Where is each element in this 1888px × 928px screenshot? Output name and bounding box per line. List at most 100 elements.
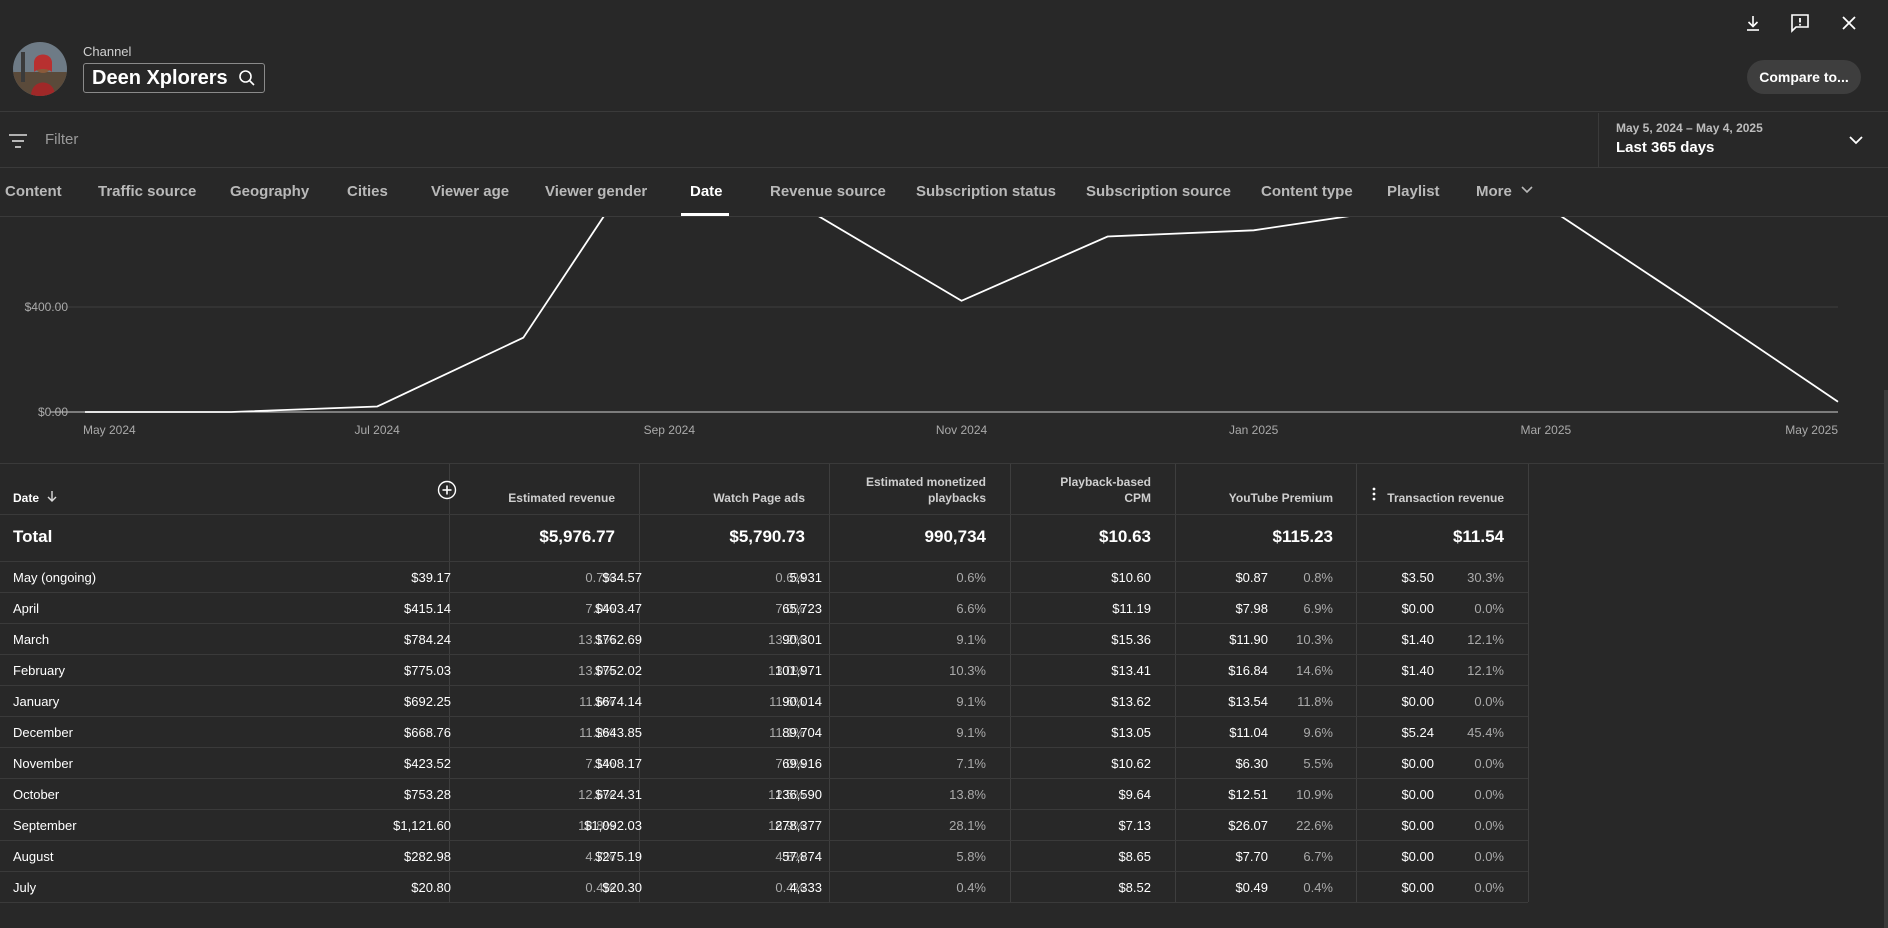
channel-avatar[interactable] [13,42,67,96]
cell-percent: 11.6% [769,694,805,709]
cell-value: 69,916 [782,756,822,771]
cell-value: $3.50 [1401,570,1434,585]
tab-subscription-status[interactable]: Subscription status [916,183,1057,200]
tab-viewer-gender[interactable]: Viewer gender [545,183,648,200]
column-header-label: Date [13,491,40,505]
more-vert-icon[interactable] [1369,486,1379,502]
tab-cities[interactable]: Cities [347,183,388,200]
row-label: July [13,880,37,895]
cell-value: $0.00 [1401,849,1434,864]
cell-value: $13.05 [1111,725,1151,740]
column-divider [449,464,450,902]
row-divider [0,592,1528,593]
column-divider [829,464,830,902]
row-divider [0,623,1528,624]
channel-name: Deen Xplorers [92,67,228,89]
cell-value: $8.52 [1118,880,1151,895]
row-divider [0,514,1528,515]
cell-value: $0.00 [1401,601,1434,616]
row-divider [0,840,1528,841]
feedback-icon[interactable] [1788,11,1812,35]
cell-value: $408.17 [595,756,642,771]
row-label: December [13,725,73,740]
cell-value: $5.24 [1401,725,1434,740]
cell-value: $20.30 [602,880,642,895]
tab-revenue-source[interactable]: Revenue source [770,183,886,200]
download-icon[interactable] [1741,11,1765,35]
cell-percent: 13.1% [578,632,615,647]
tab-viewer-age[interactable]: Viewer age [431,183,510,200]
close-icon[interactable] [1837,11,1861,35]
cell-percent: 12.5% [768,787,805,802]
filter-icon[interactable] [8,132,28,150]
row-divider [0,747,1528,748]
row-divider [0,902,1528,903]
cell-value: $6.30 [1235,756,1268,771]
cell-value: 90,014 [782,694,822,709]
cell-value: $11.90 [1229,632,1268,647]
cell-percent: 30.3% [1467,570,1504,585]
tab-traffic-source[interactable]: Traffic source [98,183,197,200]
cell-percent: 0.0% [1474,756,1504,771]
cell-value: $12.51 [1228,787,1268,802]
cell-value: $415.14 [404,601,451,616]
cell-percent: 12.6% [578,787,615,802]
row-divider [0,809,1528,810]
column-header-playback-cpm-line2: CPM [1124,491,1151,505]
column-header-youtube-premium[interactable]: YouTube Premium [1228,491,1333,505]
total-value: $5,976.77 [539,527,615,546]
cell-percent: 22.6% [1296,818,1333,833]
scrollbar[interactable] [1884,390,1888,928]
date-range-picker[interactable]: May 5, 2024 – May 4, 2025 Last 365 days [1598,113,1888,168]
cell-percent: 0.4% [956,880,986,895]
column-divider [1010,464,1011,902]
column-header-date[interactable]: Date [13,490,59,506]
cell-value: 4,333 [789,880,822,895]
row-label: May (ongoing) [13,570,97,585]
total-value: $115.23 [1272,527,1333,546]
analytics-header: Channel Deen Xplorers Compare to... [0,0,1888,112]
row-divider [0,685,1528,686]
tab-subscription-source[interactable]: Subscription source [1086,183,1232,200]
active-tab-indicator [681,213,729,216]
column-header-estimated-revenue[interactable]: Estimated revenue [508,491,615,505]
cell-percent: 4.8% [775,849,805,864]
cell-value: $13.54 [1228,694,1268,709]
cell-value: $10.62 [1111,756,1151,771]
cell-percent: 13.0% [768,663,805,678]
tab-geography[interactable]: Geography [230,183,310,200]
cell-percent: 11.8% [1297,694,1333,709]
column-header-transaction-revenue[interactable]: Transaction revenue [1387,491,1504,505]
cell-percent: 5.8% [956,849,986,864]
filter-input[interactable]: Filter [45,131,79,148]
cell-value: $16.84 [1228,663,1268,678]
cell-value: $0.87 [1235,570,1268,585]
tab-content-type[interactable]: Content type [1261,183,1353,200]
column-divider [1528,464,1529,902]
compare-button[interactable]: Compare to... [1747,60,1861,94]
cell-value: $20.80 [411,880,451,895]
channel-selector[interactable]: Deen Xplorers [83,63,265,93]
cell-percent: 12.1% [1467,632,1504,647]
tab-more[interactable]: More [1476,183,1534,200]
add-metric-button[interactable] [437,480,457,500]
cell-value: $674.14 [595,694,642,709]
column-header-monetized-playbacks[interactable]: Estimated monetized [865,475,986,489]
tab-content[interactable]: Content [5,183,62,200]
search-icon[interactable] [238,69,256,87]
cell-percent: 7.0% [775,601,805,616]
column-header-watch-page-ads[interactable]: Watch Page ads [713,491,805,505]
cell-percent: 0.0% [1474,818,1504,833]
tab-playlist[interactable]: Playlist [1387,183,1440,200]
cell-percent: 28.1% [949,818,986,833]
tab-date[interactable]: Date [690,183,723,200]
cell-value: $11.19 [1112,601,1151,616]
tab-more-label: More [1476,183,1512,200]
sort-arrow-down-icon[interactable] [45,490,59,502]
column-header-playback-cpm[interactable]: Playback-based [1060,475,1151,489]
cell-value: 136,590 [775,787,822,802]
row-label: April [13,601,40,616]
channel-label: Channel [83,44,132,59]
column-divider [1175,464,1176,902]
cell-value: $423.52 [404,756,451,771]
